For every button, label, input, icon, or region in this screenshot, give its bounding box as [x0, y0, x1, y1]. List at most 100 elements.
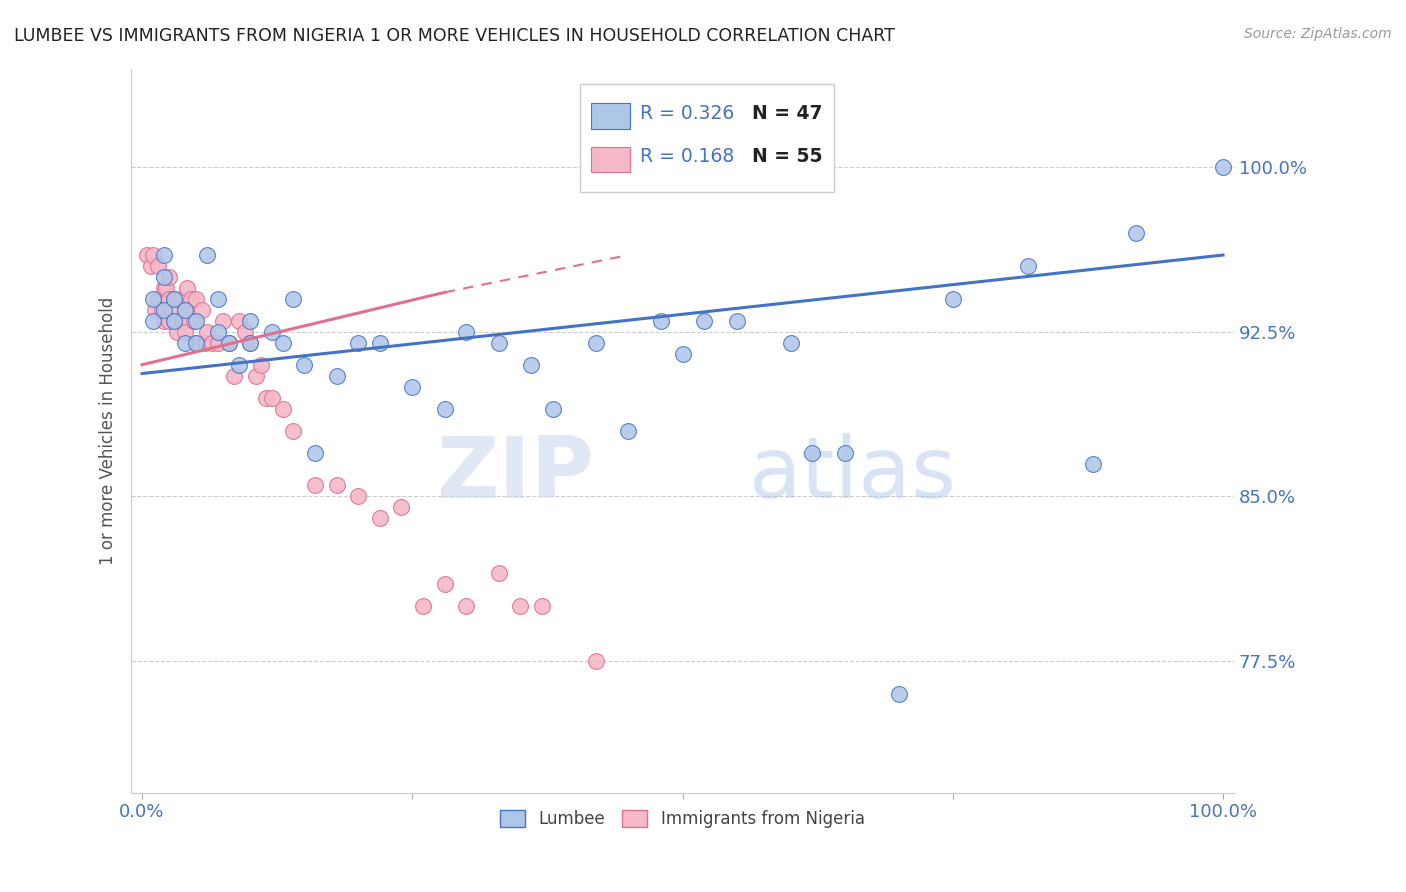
Point	[347, 335, 370, 350]
Point	[585, 654, 607, 668]
Point	[174, 335, 197, 350]
Point	[152, 270, 174, 285]
Point	[139, 259, 162, 273]
Point	[239, 335, 262, 350]
Point	[671, 347, 693, 361]
Point	[184, 314, 207, 328]
Point	[184, 292, 207, 306]
Point	[325, 478, 347, 492]
Point	[195, 248, 218, 262]
Point	[163, 292, 186, 306]
Point	[174, 325, 197, 339]
Point	[142, 292, 165, 306]
Point	[368, 511, 391, 525]
Text: N = 47: N = 47	[752, 103, 823, 123]
Point	[174, 302, 197, 317]
Point	[942, 292, 965, 306]
Point	[207, 292, 229, 306]
Point	[166, 325, 188, 339]
Point	[456, 599, 478, 614]
Point	[218, 335, 240, 350]
Point	[212, 314, 235, 328]
Point	[207, 335, 229, 350]
Point	[239, 335, 262, 350]
Point	[488, 335, 510, 350]
Point	[190, 302, 212, 317]
Point	[195, 325, 218, 339]
Point	[155, 281, 177, 295]
Point	[1125, 226, 1147, 240]
Point	[239, 314, 262, 328]
Point	[779, 335, 801, 350]
Point	[433, 401, 456, 416]
Point	[325, 368, 347, 383]
Point	[260, 325, 283, 339]
Point	[541, 401, 564, 416]
FancyBboxPatch shape	[591, 103, 630, 128]
Point	[150, 302, 173, 317]
Point	[163, 314, 186, 328]
Point	[142, 248, 165, 262]
Point	[207, 325, 229, 339]
Point	[887, 687, 910, 701]
Point	[1212, 161, 1234, 175]
Point	[304, 478, 326, 492]
Point	[650, 314, 672, 328]
Point	[617, 424, 640, 438]
Point	[245, 368, 267, 383]
Point	[834, 445, 856, 459]
Point	[148, 292, 170, 306]
Point	[520, 358, 543, 372]
Point	[1083, 457, 1105, 471]
Point	[283, 292, 305, 306]
Point	[152, 281, 174, 295]
Point	[347, 490, 370, 504]
Point	[693, 314, 716, 328]
Point	[433, 577, 456, 591]
Point	[725, 314, 748, 328]
Point	[169, 292, 191, 306]
Text: Source: ZipAtlas.com: Source: ZipAtlas.com	[1244, 27, 1392, 41]
Point	[228, 358, 250, 372]
Point	[228, 314, 250, 328]
Text: ZIP: ZIP	[436, 433, 595, 516]
Point	[184, 335, 207, 350]
Text: R = 0.326: R = 0.326	[640, 103, 734, 123]
Legend: Lumbee, Immigrants from Nigeria: Lumbee, Immigrants from Nigeria	[494, 804, 872, 835]
Point	[184, 335, 207, 350]
Point	[142, 314, 165, 328]
Point	[136, 248, 159, 262]
Point	[585, 335, 607, 350]
Point	[368, 335, 391, 350]
Point	[509, 599, 531, 614]
Point	[401, 380, 423, 394]
Point	[162, 302, 184, 317]
Point	[271, 401, 294, 416]
Point	[157, 292, 180, 306]
Point	[174, 302, 197, 317]
Point	[201, 335, 224, 350]
Point	[152, 302, 174, 317]
FancyBboxPatch shape	[591, 146, 630, 172]
Y-axis label: 1 or more Vehicles in Household: 1 or more Vehicles in Household	[100, 296, 117, 565]
Text: R = 0.168: R = 0.168	[640, 147, 734, 167]
Point	[391, 500, 413, 515]
Point	[157, 314, 180, 328]
Point	[152, 314, 174, 328]
Text: LUMBEE VS IMMIGRANTS FROM NIGERIA 1 OR MORE VEHICLES IN HOUSEHOLD CORRELATION CH: LUMBEE VS IMMIGRANTS FROM NIGERIA 1 OR M…	[14, 27, 896, 45]
Point	[183, 314, 205, 328]
Point	[292, 358, 315, 372]
Point	[530, 599, 553, 614]
Point	[222, 368, 245, 383]
Point	[172, 314, 194, 328]
Point	[148, 259, 170, 273]
Point	[488, 566, 510, 581]
Point	[801, 445, 824, 459]
Point	[163, 314, 186, 328]
Text: N = 55: N = 55	[752, 147, 823, 167]
Point	[143, 302, 166, 317]
Point	[260, 391, 283, 405]
Point	[176, 281, 198, 295]
Point	[412, 599, 434, 614]
Point	[218, 335, 240, 350]
